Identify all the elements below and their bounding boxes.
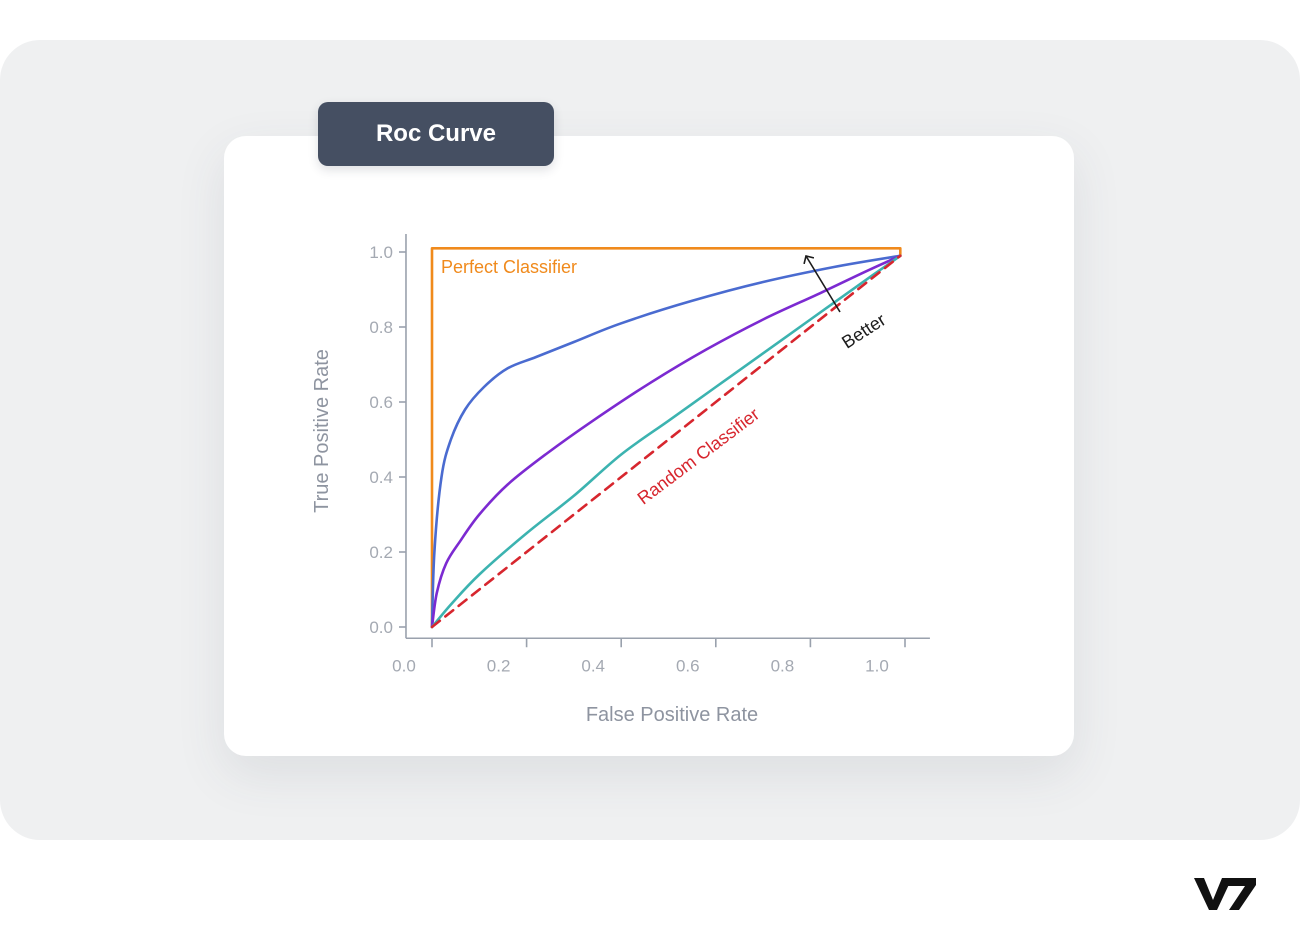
y-tick-label: 0.2: [369, 543, 393, 562]
y-tick-label: 0.8: [369, 318, 393, 337]
v7-logo-icon: [1194, 878, 1256, 910]
random-classifier-label: Random Classifier: [634, 404, 763, 508]
roc-curve-3: [430, 254, 902, 629]
x-axis-label: False Positive Rate: [586, 704, 758, 726]
y-tick-label: 0.4: [369, 468, 393, 487]
chart-card: [224, 136, 1074, 756]
y-tick-label: 0.0: [369, 618, 393, 637]
x-tick-label: 1.0: [865, 656, 889, 675]
axes: 0.0 0.2 0.4 0.6 0.8 1.0 0.0 0.2 0.4 0.6 0.8 1.0: [369, 234, 930, 675]
x-tick-label: 0.4: [581, 656, 605, 675]
random-classifier-line: [430, 254, 902, 629]
perfect-classifier-label: Perfect Classifier: [441, 257, 577, 277]
y-axis-label: True Positive Rate: [311, 349, 333, 513]
better-label: Better: [838, 310, 889, 353]
y-tick-label: 1.0: [369, 243, 393, 262]
chart-title-badge: Roc Curve: [318, 102, 554, 166]
perfect-classifier-line: [430, 247, 902, 629]
x-tick-label: 0.2: [487, 656, 511, 675]
roc-curve-1: [430, 254, 902, 629]
x-tick-label: 0.6: [676, 656, 700, 675]
series-group: [430, 247, 902, 629]
better-arrow: [806, 256, 841, 313]
roc-curve-2: [430, 254, 902, 629]
x-tick-label: 0.8: [771, 656, 795, 675]
y-tick-label: 0.6: [369, 393, 393, 412]
x-tick-label: 0.0: [392, 656, 416, 675]
